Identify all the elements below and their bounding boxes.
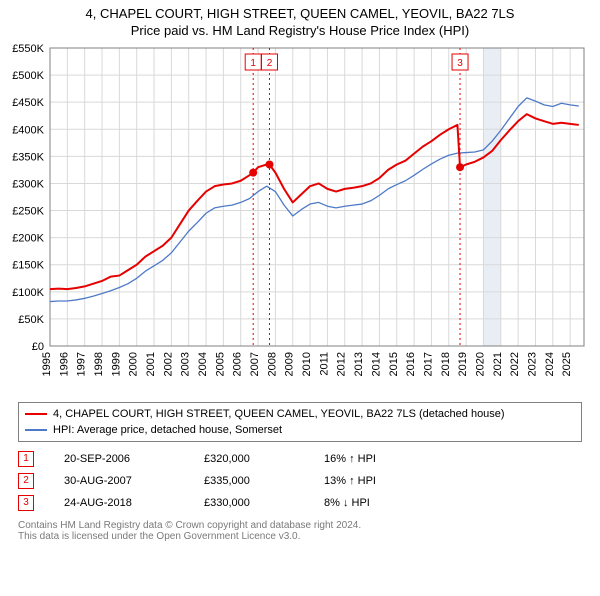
y-axis-tick-label: £200K [12, 233, 44, 245]
x-axis-tick-label: 2023 [526, 352, 538, 376]
transaction-dot [265, 160, 273, 168]
x-axis-tick-label: 2018 [440, 352, 452, 376]
x-axis-tick-label: 2022 [509, 352, 521, 376]
transaction-index-box: 2 [18, 473, 34, 489]
transaction-diff: 13% ↑ HPI [324, 470, 414, 492]
transaction-marker-num: 3 [457, 58, 463, 69]
transaction-price: £320,000 [204, 448, 294, 470]
transaction-dot [249, 169, 257, 177]
x-axis-tick-label: 2019 [457, 352, 469, 376]
legend-swatch [25, 413, 47, 415]
transaction-price: £335,000 [204, 470, 294, 492]
legend-label: HPI: Average price, detached house, Some… [53, 422, 282, 438]
transaction-price: £330,000 [204, 492, 294, 514]
transaction-date: 24-AUG-2018 [64, 492, 174, 514]
transaction-row: 2 30-AUG-2007 £335,000 13% ↑ HPI [18, 470, 582, 492]
highlight-band [483, 48, 500, 346]
y-axis-tick-label: £50K [18, 314, 44, 326]
transaction-diff: 16% ↑ HPI [324, 448, 414, 470]
transaction-date: 20-SEP-2006 [64, 448, 174, 470]
x-axis-tick-label: 1996 [58, 352, 70, 376]
y-axis-tick-label: £550K [12, 44, 44, 55]
x-axis-tick-label: 2021 [492, 352, 504, 376]
attribution-line1: Contains HM Land Registry data © Crown c… [18, 520, 582, 531]
transaction-marker-num: 2 [267, 58, 273, 69]
legend-swatch [25, 429, 47, 431]
x-axis-tick-label: 2003 [180, 352, 192, 376]
x-axis-tick-label: 2001 [145, 352, 157, 376]
attribution-text: Contains HM Land Registry data © Crown c… [18, 520, 582, 542]
transaction-index-box: 3 [18, 495, 34, 511]
x-axis-tick-label: 2009 [284, 352, 296, 376]
x-axis-tick-label: 2008 [266, 352, 278, 376]
chart-container: £0 £50K £100K £150K £200K £250K £300K £350K £400… [0, 44, 600, 394]
x-axis-tick-label: 2004 [197, 352, 209, 376]
y-axis-tick-label: £250K [12, 206, 44, 218]
legend-box: 4, CHAPEL COURT, HIGH STREET, QUEEN CAME… [18, 402, 582, 442]
legend-row: 4, CHAPEL COURT, HIGH STREET, QUEEN CAME… [25, 406, 575, 422]
y-axis-tick-label: £150K [12, 260, 44, 272]
plot-border [50, 48, 584, 346]
x-axis-tick-label: 2007 [249, 352, 261, 376]
y-axis-tick-label: £500K [12, 70, 44, 82]
x-axis-tick-label: 2005 [214, 352, 226, 376]
legend-label: 4, CHAPEL COURT, HIGH STREET, QUEEN CAME… [53, 406, 505, 422]
x-axis-tick-label: 2002 [162, 352, 174, 376]
transaction-diff: 8% ↓ HPI [324, 492, 414, 514]
transaction-date: 30-AUG-2007 [64, 470, 174, 492]
transaction-row: 3 24-AUG-2018 £330,000 8% ↓ HPI [18, 492, 582, 514]
y-axis-tick-label: £0 [32, 341, 44, 353]
x-axis-tick-label: 2025 [561, 352, 573, 376]
price-chart-svg: £0 £50K £100K £150K £200K £250K £300K £350K £400… [0, 44, 600, 394]
y-axis-tick-label: £400K [12, 124, 44, 136]
x-axis-tick-label: 2020 [474, 352, 486, 376]
x-axis-tick-label: 1998 [93, 352, 105, 376]
x-axis-tick-label: 2011 [318, 352, 330, 376]
x-axis-tick-label: 2017 [422, 352, 434, 376]
legend-row: HPI: Average price, detached house, Some… [25, 422, 575, 438]
chart-subtitle: Price paid vs. HM Land Registry's House … [0, 23, 600, 38]
chart-title: 4, CHAPEL COURT, HIGH STREET, QUEEN CAME… [0, 6, 600, 21]
transaction-marker-num: 1 [250, 58, 256, 69]
x-axis-tick-label: 2016 [405, 352, 417, 376]
transaction-dot [456, 163, 464, 171]
x-axis-tick-label: 1997 [76, 352, 88, 376]
x-axis-tick-label: 2014 [370, 352, 382, 376]
y-axis-tick-label: £450K [12, 97, 44, 109]
x-axis-tick-label: 2000 [128, 352, 140, 376]
transaction-row: 1 20-SEP-2006 £320,000 16% ↑ HPI [18, 448, 582, 470]
x-axis-tick-label: 1995 [41, 352, 53, 376]
x-axis-tick-label: 2006 [232, 352, 244, 376]
y-axis-tick-label: £350K [12, 151, 44, 163]
transaction-index-box: 1 [18, 451, 34, 467]
x-axis-tick-label: 2013 [353, 352, 365, 376]
x-axis-tick-label: 2024 [544, 352, 556, 376]
attribution-line2: This data is licensed under the Open Gov… [18, 531, 582, 542]
y-axis-tick-label: £100K [12, 287, 44, 299]
y-axis-tick-label: £300K [12, 178, 44, 190]
x-axis-tick-label: 2012 [336, 352, 348, 376]
x-axis-tick-label: 2010 [301, 352, 313, 376]
page-root: 4, CHAPEL COURT, HIGH STREET, QUEEN CAME… [0, 6, 600, 596]
transactions-table: 1 20-SEP-2006 £320,000 16% ↑ HPI 2 30-AUG-200… [18, 448, 582, 514]
x-axis-tick-label: 1999 [110, 352, 122, 376]
x-axis-tick-label: 2015 [388, 352, 400, 376]
